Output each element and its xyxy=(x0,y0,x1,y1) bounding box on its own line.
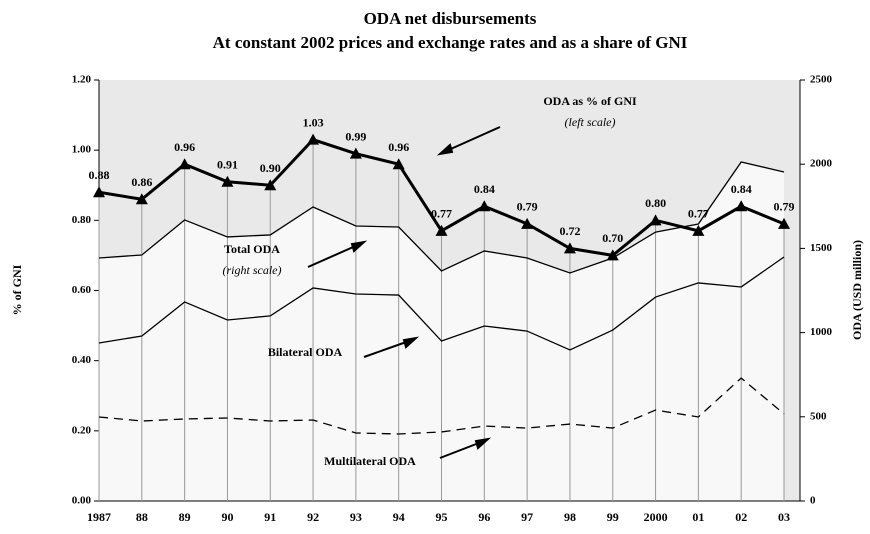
y2-tick-label: 2000 xyxy=(810,158,833,170)
marker xyxy=(563,242,576,254)
marker xyxy=(521,217,534,229)
data-label: 0.91 xyxy=(217,157,238,171)
x-tick-label: 03 xyxy=(778,510,790,524)
arrowhead xyxy=(474,437,492,450)
data-label: 0.88 xyxy=(89,168,110,182)
x-tick-label: 88 xyxy=(136,510,148,524)
y2-tick-label: 1500 xyxy=(810,242,833,254)
series-line xyxy=(98,256,785,351)
data-label: 0.80 xyxy=(645,196,666,210)
y-tick-label: 0.40 xyxy=(72,354,92,366)
annotations: ODA as % of GNI (left scale) Total ODA (… xyxy=(223,94,637,468)
x-tick-label: 89 xyxy=(179,510,191,524)
annotation-gni: ODA as % of GNI xyxy=(543,94,637,108)
y2-tick-label: 1000 xyxy=(810,326,833,338)
marker xyxy=(93,186,105,198)
y-tick-label: 0.00 xyxy=(72,495,92,507)
data-label: 0.99 xyxy=(345,129,366,143)
y-axis-title: % of GNI xyxy=(10,264,24,315)
data-label: 0.79 xyxy=(774,200,795,214)
x-tick-label: 90 xyxy=(221,510,233,524)
marker xyxy=(178,158,191,170)
data-label: 1.03 xyxy=(303,115,324,129)
data-label: 0.96 xyxy=(174,140,195,154)
y2-tick-label: 500 xyxy=(810,410,827,422)
annotation-total: Total ODA xyxy=(224,242,280,256)
data-label: 0.96 xyxy=(388,140,409,154)
x-tick-label: 98 xyxy=(564,510,576,524)
marker xyxy=(649,214,662,226)
marker xyxy=(307,133,320,145)
marker xyxy=(606,249,619,261)
marker xyxy=(392,158,405,170)
y-tick-label: 1.00 xyxy=(72,144,92,156)
x-tick-label: 2000 xyxy=(644,510,668,524)
y2-tick-label: 0 xyxy=(810,495,816,507)
plot-area: 0.00 0.20 0.40 0.60 0.80 1.00 1.20 0 500 1000 1500… xyxy=(72,74,833,524)
marker xyxy=(349,147,362,159)
x-tick-label: 93 xyxy=(350,510,362,524)
marker xyxy=(221,175,234,187)
marker xyxy=(735,200,748,212)
arrowhead xyxy=(402,336,420,349)
y2-axis-title: ODA (USD million) xyxy=(850,240,864,340)
y-tick-label: 1.20 xyxy=(72,74,92,86)
x-tick-label: 02 xyxy=(735,510,747,524)
x-tick-label: 94 xyxy=(393,510,405,524)
series-line xyxy=(98,377,785,435)
annotation-multilateral: Multilateral ODA xyxy=(324,454,416,468)
y-tick-label: 0.80 xyxy=(72,214,92,226)
arrow xyxy=(443,126,501,153)
x-tick-label: 99 xyxy=(607,510,619,524)
x-tick-label: 1987 xyxy=(87,510,111,524)
annotation-gni-scale: (left scale) xyxy=(565,115,616,129)
x-tick-label: 96 xyxy=(478,510,490,524)
x-tick-label: 92 xyxy=(307,510,319,524)
arrows xyxy=(307,126,501,459)
marker xyxy=(135,193,148,205)
y-tick-label: 0.60 xyxy=(72,284,92,296)
x-tick-label: 91 xyxy=(264,510,276,524)
data-label: 0.70 xyxy=(602,231,623,245)
arrowhead xyxy=(436,143,454,156)
y-tick-label: 0.20 xyxy=(72,424,92,436)
x-tick-label: 01 xyxy=(692,510,704,524)
y2-tick-label: 2500 xyxy=(810,74,833,86)
x-tick-label: 97 xyxy=(521,510,533,524)
marker xyxy=(778,217,790,229)
data-label: 0.84 xyxy=(474,182,495,196)
x-tick-label: 95 xyxy=(436,510,448,524)
series-line xyxy=(98,161,785,274)
marker xyxy=(692,224,705,236)
data-label: 0.77 xyxy=(431,207,452,221)
annotation-bilateral: Bilateral ODA xyxy=(268,345,343,359)
chart-title: ODA net disbursements xyxy=(364,9,537,28)
marker xyxy=(264,179,277,191)
arrowhead xyxy=(350,240,368,253)
data-label: 0.72 xyxy=(559,224,580,238)
annotation-total-scale: (right scale) xyxy=(223,263,282,277)
marker xyxy=(478,200,491,212)
marker xyxy=(435,224,448,236)
data-label: 0.86 xyxy=(131,175,152,189)
data-label: 0.84 xyxy=(731,182,752,196)
data-label: 0.77 xyxy=(688,207,709,221)
arrow xyxy=(307,243,361,268)
data-label: 0.79 xyxy=(517,200,538,214)
data-label: 0.90 xyxy=(260,161,281,175)
chart-subtitle: At constant 2002 prices and exchange rat… xyxy=(213,33,688,52)
